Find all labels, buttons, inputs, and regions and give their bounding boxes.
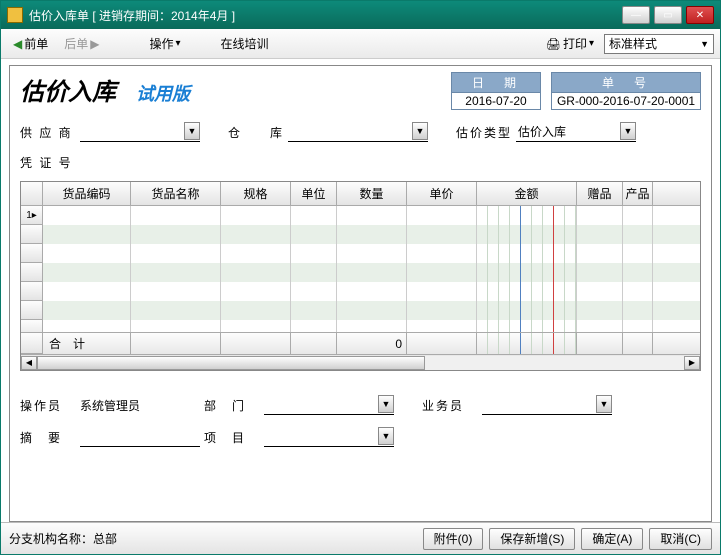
table-row[interactable]	[21, 301, 700, 320]
chevron-down-icon: ▼	[184, 122, 200, 140]
grid-header: 货品编码 货品名称 规格 单位 数量 单价 金额 赠品 产品	[21, 182, 700, 206]
style-select[interactable]: 标准样式 ▼	[604, 34, 714, 54]
main-window: 估价入库单 [ 进销存期间：2014年4月 ] — ▭ ✕ ◀ 前单 后单 ▶ …	[0, 0, 721, 555]
voucher-label: 凭 证 号	[20, 154, 76, 171]
col-amount[interactable]: 金额	[477, 182, 577, 205]
scroll-left-icon[interactable]: ◀	[21, 356, 37, 370]
col-gift[interactable]: 赠品	[577, 182, 623, 205]
col-price[interactable]: 单价	[407, 182, 477, 205]
titlebar[interactable]: 估价入库单 [ 进销存期间：2014年4月 ] — ▭ ✕	[1, 1, 720, 29]
date-label: 日 期	[451, 72, 541, 93]
chevron-down-icon: ▼	[700, 39, 709, 49]
chevron-down-icon: ▼	[378, 427, 394, 445]
next-doc-button[interactable]: 后单 ▶	[58, 33, 105, 54]
scroll-right-icon[interactable]: ▶	[684, 356, 700, 370]
arrow-right-icon: ▶	[90, 37, 99, 51]
doc-title: 估价入库	[20, 72, 116, 107]
operate-menu[interactable]: 操作 ▾	[144, 33, 187, 54]
document-box: 估价入库 试用版 日 期 2016-07-20 单 号 GR-000-2016-…	[9, 65, 712, 522]
operator-label: 操作员	[20, 397, 76, 414]
minimize-button[interactable]: —	[622, 6, 650, 24]
training-button[interactable]: 在线培训	[215, 33, 275, 54]
col-prod[interactable]: 产品	[623, 182, 653, 205]
branch-info: 分支机构名称：总部	[9, 530, 417, 547]
chevron-down-icon: ▼	[596, 395, 612, 413]
project-combo[interactable]: ▼	[264, 427, 394, 447]
statusbar: 分支机构名称：总部 附件(0) 保存新增(S) 确定(A) 取消(C)	[1, 522, 720, 554]
scroll-thumb[interactable]	[37, 356, 425, 370]
table-row[interactable]: 1▸	[21, 206, 700, 225]
toolbar: ◀ 前单 后单 ▶ 操作 ▾ 在线培训 🖨 打印 ▾ 标准样式 ▼	[1, 29, 720, 59]
supplier-combo[interactable]: ▼	[80, 122, 200, 142]
warehouse-label: 仓 库	[228, 124, 284, 141]
items-grid: 货品编码 货品名称 规格 单位 数量 单价 金额 赠品 产品 1▸ 合 计	[20, 181, 701, 371]
valtype-combo[interactable]: 估价入库▼	[516, 122, 636, 142]
prev-doc-button[interactable]: ◀ 前单	[7, 33, 54, 54]
content-area: 估价入库 试用版 日 期 2016-07-20 单 号 GR-000-2016-…	[1, 59, 720, 522]
summary-input[interactable]	[80, 427, 200, 447]
table-row[interactable]	[21, 225, 700, 244]
col-code[interactable]: 货品编码	[43, 182, 131, 205]
dept-label: 部 门	[204, 397, 260, 414]
chevron-down-icon: ▼	[378, 395, 394, 413]
col-name[interactable]: 货品名称	[131, 182, 221, 205]
chevron-down-icon: ▾	[176, 38, 181, 49]
grid-body[interactable]: 1▸	[21, 206, 700, 332]
col-qty[interactable]: 数量	[337, 182, 407, 205]
chevron-down-icon: ▼	[620, 122, 636, 140]
ok-button[interactable]: 确定(A)	[581, 528, 643, 550]
sales-label: 业务员	[422, 397, 478, 414]
total-qty: 0	[337, 333, 407, 354]
table-row[interactable]	[21, 282, 700, 301]
supplier-label: 供 应 商	[20, 124, 76, 141]
chevron-down-icon: ▼	[412, 122, 428, 140]
printer-icon: 🖨	[546, 37, 561, 51]
docno-label: 单 号	[551, 72, 701, 93]
table-row[interactable]	[21, 320, 700, 332]
attach-button[interactable]: 附件(0)	[423, 528, 484, 550]
project-label: 项 目	[204, 429, 260, 446]
grid-total-row: 合 计 0	[21, 332, 700, 354]
table-row[interactable]	[21, 244, 700, 263]
sales-combo[interactable]: ▼	[482, 395, 612, 415]
maximize-button[interactable]: ▭	[654, 6, 682, 24]
grid-hscroll[interactable]: ◀ ▶	[21, 354, 700, 370]
operator-value: 系统管理员	[80, 397, 200, 414]
total-label: 合 计	[43, 333, 131, 354]
summary-label: 摘 要	[20, 429, 76, 446]
dept-combo[interactable]: ▼	[264, 395, 394, 415]
col-unit[interactable]: 单位	[291, 182, 337, 205]
trial-badge: 试用版	[136, 80, 190, 106]
arrow-left-icon: ◀	[13, 37, 22, 51]
valtype-label: 估价类型	[456, 124, 512, 141]
cancel-button[interactable]: 取消(C)	[649, 528, 712, 550]
print-button[interactable]: 🖨 打印 ▾	[540, 33, 600, 54]
warehouse-combo[interactable]: ▼	[288, 122, 428, 142]
app-icon	[7, 7, 23, 23]
chevron-down-icon: ▾	[589, 38, 594, 49]
col-spec[interactable]: 规格	[221, 182, 291, 205]
window-title: 估价入库单 [ 进销存期间：2014年4月 ]	[29, 7, 622, 24]
date-value[interactable]: 2016-07-20	[451, 93, 541, 110]
table-row[interactable]	[21, 263, 700, 282]
save-new-button[interactable]: 保存新增(S)	[489, 528, 575, 550]
docno-value: GR-000-2016-07-20-0001	[551, 93, 701, 110]
close-button[interactable]: ✕	[686, 6, 714, 24]
